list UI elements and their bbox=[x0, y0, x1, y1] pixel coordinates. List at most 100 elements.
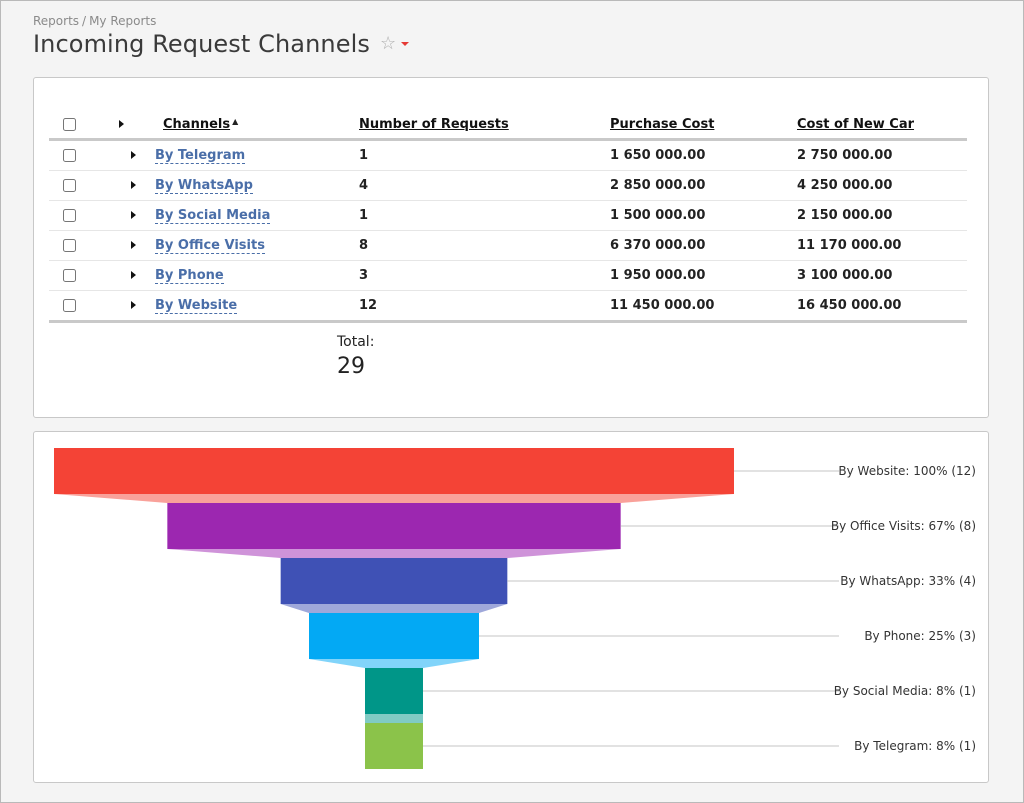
purchase-cost-cell: 1 650 000.00 bbox=[610, 139, 797, 171]
funnel-connector-by-website bbox=[54, 494, 734, 503]
purchase-cost-cell: 1 500 000.00 bbox=[610, 200, 797, 231]
triangle-right-icon[interactable] bbox=[131, 211, 136, 219]
breadcrumb-separator: / bbox=[82, 14, 87, 28]
channel-cell: By Telegram bbox=[153, 139, 359, 171]
funnel-connector-by-office-visits bbox=[167, 549, 621, 558]
table-row: By Social Media 1 1 500 000.00 2 150 000… bbox=[49, 200, 967, 231]
requests-cell: 4 bbox=[359, 170, 610, 201]
table-row: By Office Visits 8 6 370 000.00 11 170 0… bbox=[49, 230, 967, 261]
row-expand-cell bbox=[107, 170, 153, 201]
requests-cell: 3 bbox=[359, 260, 610, 291]
channel-link[interactable]: By Social Media bbox=[155, 208, 271, 224]
header-requests[interactable]: Number of Requests bbox=[359, 111, 610, 141]
channel-link[interactable]: By WhatsApp bbox=[155, 178, 253, 194]
channel-link[interactable]: By Telegram bbox=[155, 148, 246, 164]
new-car-cost-cell: 3 100 000.00 bbox=[797, 260, 967, 291]
select-all-checkbox[interactable] bbox=[63, 118, 76, 131]
funnel-connector-by-social-media bbox=[365, 714, 423, 723]
funnel-connector-by-phone bbox=[309, 659, 479, 668]
purchase-cost-cell: 2 850 000.00 bbox=[610, 170, 797, 201]
funnel-label-by-social-media: By Social Media: 8% (1) bbox=[834, 684, 976, 698]
breadcrumb-current[interactable]: My Reports bbox=[89, 14, 157, 28]
row-select-cell bbox=[49, 290, 107, 323]
header-new-car-cost-label[interactable]: Cost of New Car bbox=[797, 117, 915, 132]
channel-cell: By Social Media bbox=[153, 200, 359, 231]
channel-cell: By Office Visits bbox=[153, 230, 359, 261]
table-row: By Telegram 1 1 650 000.00 2 750 000.00 bbox=[49, 139, 967, 171]
row-expand-cell bbox=[107, 139, 153, 171]
row-select-cell bbox=[49, 200, 107, 231]
header-channels[interactable]: Channels ▲ bbox=[153, 111, 359, 141]
funnel-chart-panel: By Website: 100% (12) By Office Visits: 6… bbox=[33, 431, 989, 783]
total-label: Total: bbox=[337, 334, 375, 350]
header-channels-label[interactable]: Channels bbox=[163, 117, 231, 132]
select-all-cell bbox=[49, 111, 107, 141]
requests-cell: 1 bbox=[359, 200, 610, 231]
header-purchase-cost[interactable]: Purchase Cost bbox=[610, 111, 797, 141]
row-checkbox[interactable] bbox=[63, 269, 76, 282]
requests-cell: 1 bbox=[359, 139, 610, 171]
requests-cell: 12 bbox=[359, 290, 610, 323]
funnel-connector-by-whatsapp bbox=[280, 604, 508, 613]
row-checkbox[interactable] bbox=[63, 299, 76, 312]
table-row: By Website 12 11 450 000.00 16 450 000.0… bbox=[49, 290, 967, 323]
row-checkbox[interactable] bbox=[63, 209, 76, 222]
table-row: By WhatsApp 4 2 850 000.00 4 250 000.00 bbox=[49, 170, 967, 201]
triangle-right-icon[interactable] bbox=[131, 151, 136, 159]
table-row: By Phone 3 1 950 000.00 3 100 000.00 bbox=[49, 260, 967, 291]
funnel-segment-by-whatsapp[interactable] bbox=[280, 558, 508, 604]
funnel-label-by-whatsapp: By WhatsApp: 33% (4) bbox=[840, 574, 976, 588]
channel-cell: By WhatsApp bbox=[153, 170, 359, 201]
row-expand-cell bbox=[107, 200, 153, 231]
row-checkbox[interactable] bbox=[63, 149, 76, 162]
row-expand-cell bbox=[107, 290, 153, 323]
requests-cell: 8 bbox=[359, 230, 610, 261]
channel-link[interactable]: By Office Visits bbox=[155, 238, 265, 254]
channel-link[interactable]: By Website bbox=[155, 298, 238, 314]
funnel-segment-by-telegram[interactable] bbox=[365, 723, 423, 769]
new-car-cost-cell: 11 170 000.00 bbox=[797, 230, 967, 261]
triangle-right-icon[interactable] bbox=[131, 301, 136, 309]
new-car-cost-cell: 16 450 000.00 bbox=[797, 290, 967, 323]
purchase-cost-cell: 1 950 000.00 bbox=[610, 260, 797, 291]
triangle-right-icon[interactable] bbox=[131, 241, 136, 249]
header-requests-label[interactable]: Number of Requests bbox=[359, 117, 509, 132]
header-new-car-cost[interactable]: Cost of New Car bbox=[797, 111, 967, 141]
triangle-right-icon[interactable] bbox=[131, 181, 136, 189]
funnel-label-by-phone: By Phone: 25% (3) bbox=[864, 629, 976, 643]
row-expand-cell bbox=[107, 260, 153, 291]
total-value: 29 bbox=[337, 354, 365, 379]
funnel-chart: By Website: 100% (12) By Office Visits: 6… bbox=[54, 448, 976, 769]
funnel-segment-by-phone[interactable] bbox=[309, 613, 479, 659]
row-select-cell bbox=[49, 139, 107, 171]
caret-down-icon[interactable] bbox=[401, 42, 410, 46]
row-checkbox[interactable] bbox=[63, 239, 76, 252]
funnel-label-by-website: By Website: 100% (12) bbox=[838, 464, 976, 478]
channel-cell: By Phone bbox=[153, 260, 359, 291]
breadcrumb-root[interactable]: Reports bbox=[33, 14, 80, 28]
header-purchase-cost-label[interactable]: Purchase Cost bbox=[610, 117, 715, 132]
new-car-cost-cell: 4 250 000.00 bbox=[797, 170, 967, 201]
funnel-segment-by-office-visits[interactable] bbox=[167, 503, 621, 549]
new-car-cost-cell: 2 750 000.00 bbox=[797, 139, 967, 171]
funnel-label-by-telegram: By Telegram: 8% (1) bbox=[854, 739, 976, 753]
row-expand-cell bbox=[107, 230, 153, 261]
row-checkbox[interactable] bbox=[63, 179, 76, 192]
report-table-panel: Channels ▲ Number of Requests Purchase Co… bbox=[33, 77, 989, 418]
triangle-right-icon[interactable] bbox=[131, 271, 136, 279]
star-outline-icon[interactable]: ☆ bbox=[379, 33, 397, 54]
funnel-segment-by-social-media[interactable] bbox=[365, 668, 423, 714]
funnel-label-by-office-visits: By Office Visits: 67% (8) bbox=[831, 519, 976, 533]
row-select-cell bbox=[49, 170, 107, 201]
report-table: Channels ▲ Number of Requests Purchase Co… bbox=[49, 111, 967, 323]
sort-ascending-icon: ▲ bbox=[232, 117, 239, 126]
new-car-cost-cell: 2 150 000.00 bbox=[797, 200, 967, 231]
page-title: Incoming Request Channels bbox=[33, 30, 370, 58]
row-select-cell bbox=[49, 260, 107, 291]
funnel-segment-by-website[interactable] bbox=[54, 448, 734, 494]
channel-link[interactable]: By Phone bbox=[155, 268, 224, 284]
purchase-cost-cell: 6 370 000.00 bbox=[610, 230, 797, 261]
purchase-cost-cell: 11 450 000.00 bbox=[610, 290, 797, 323]
triangle-right-icon[interactable] bbox=[119, 120, 124, 128]
row-select-cell bbox=[49, 230, 107, 261]
